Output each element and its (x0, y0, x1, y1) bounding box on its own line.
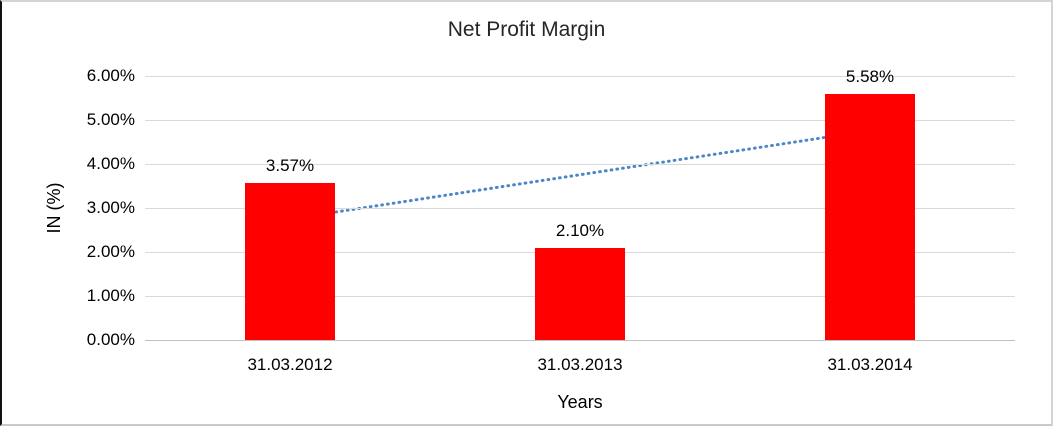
bar (535, 247, 625, 340)
x-tick-label: 31.03.2013 (537, 355, 623, 374)
y-tick-label: 3.00% (86, 198, 135, 217)
y-gridline (145, 76, 1015, 77)
y-tick-label: 0.00% (86, 330, 135, 349)
trendline-path (288, 129, 872, 221)
bar-data-label: 5.58% (845, 67, 895, 87)
y-gridline (145, 164, 1015, 165)
y-gridline (145, 208, 1015, 209)
bar-data-label: 2.10% (555, 220, 605, 240)
x-tick-label: 31.03.2012 (247, 355, 333, 374)
bar (245, 182, 335, 340)
trendline (288, 129, 872, 221)
bar (825, 94, 915, 340)
y-gridline (145, 120, 1015, 121)
x-axis-line (145, 340, 1015, 341)
chart-title: Net Profit Margin (447, 18, 606, 41)
y-tick-label: 6.00% (86, 66, 135, 85)
y-tick-label: 1.00% (86, 286, 135, 305)
y-tick-label: 2.00% (86, 242, 135, 261)
x-axis-title: Years (557, 392, 603, 412)
x-tick-label: 31.03.2014 (827, 355, 913, 374)
y-tick-label: 4.00% (86, 154, 135, 173)
bar-data-label: 3.57% (265, 155, 315, 175)
y-tick-label: 5.00% (86, 110, 135, 129)
plot-area: 3.57% 2.10% 5.58% (145, 67, 1015, 341)
